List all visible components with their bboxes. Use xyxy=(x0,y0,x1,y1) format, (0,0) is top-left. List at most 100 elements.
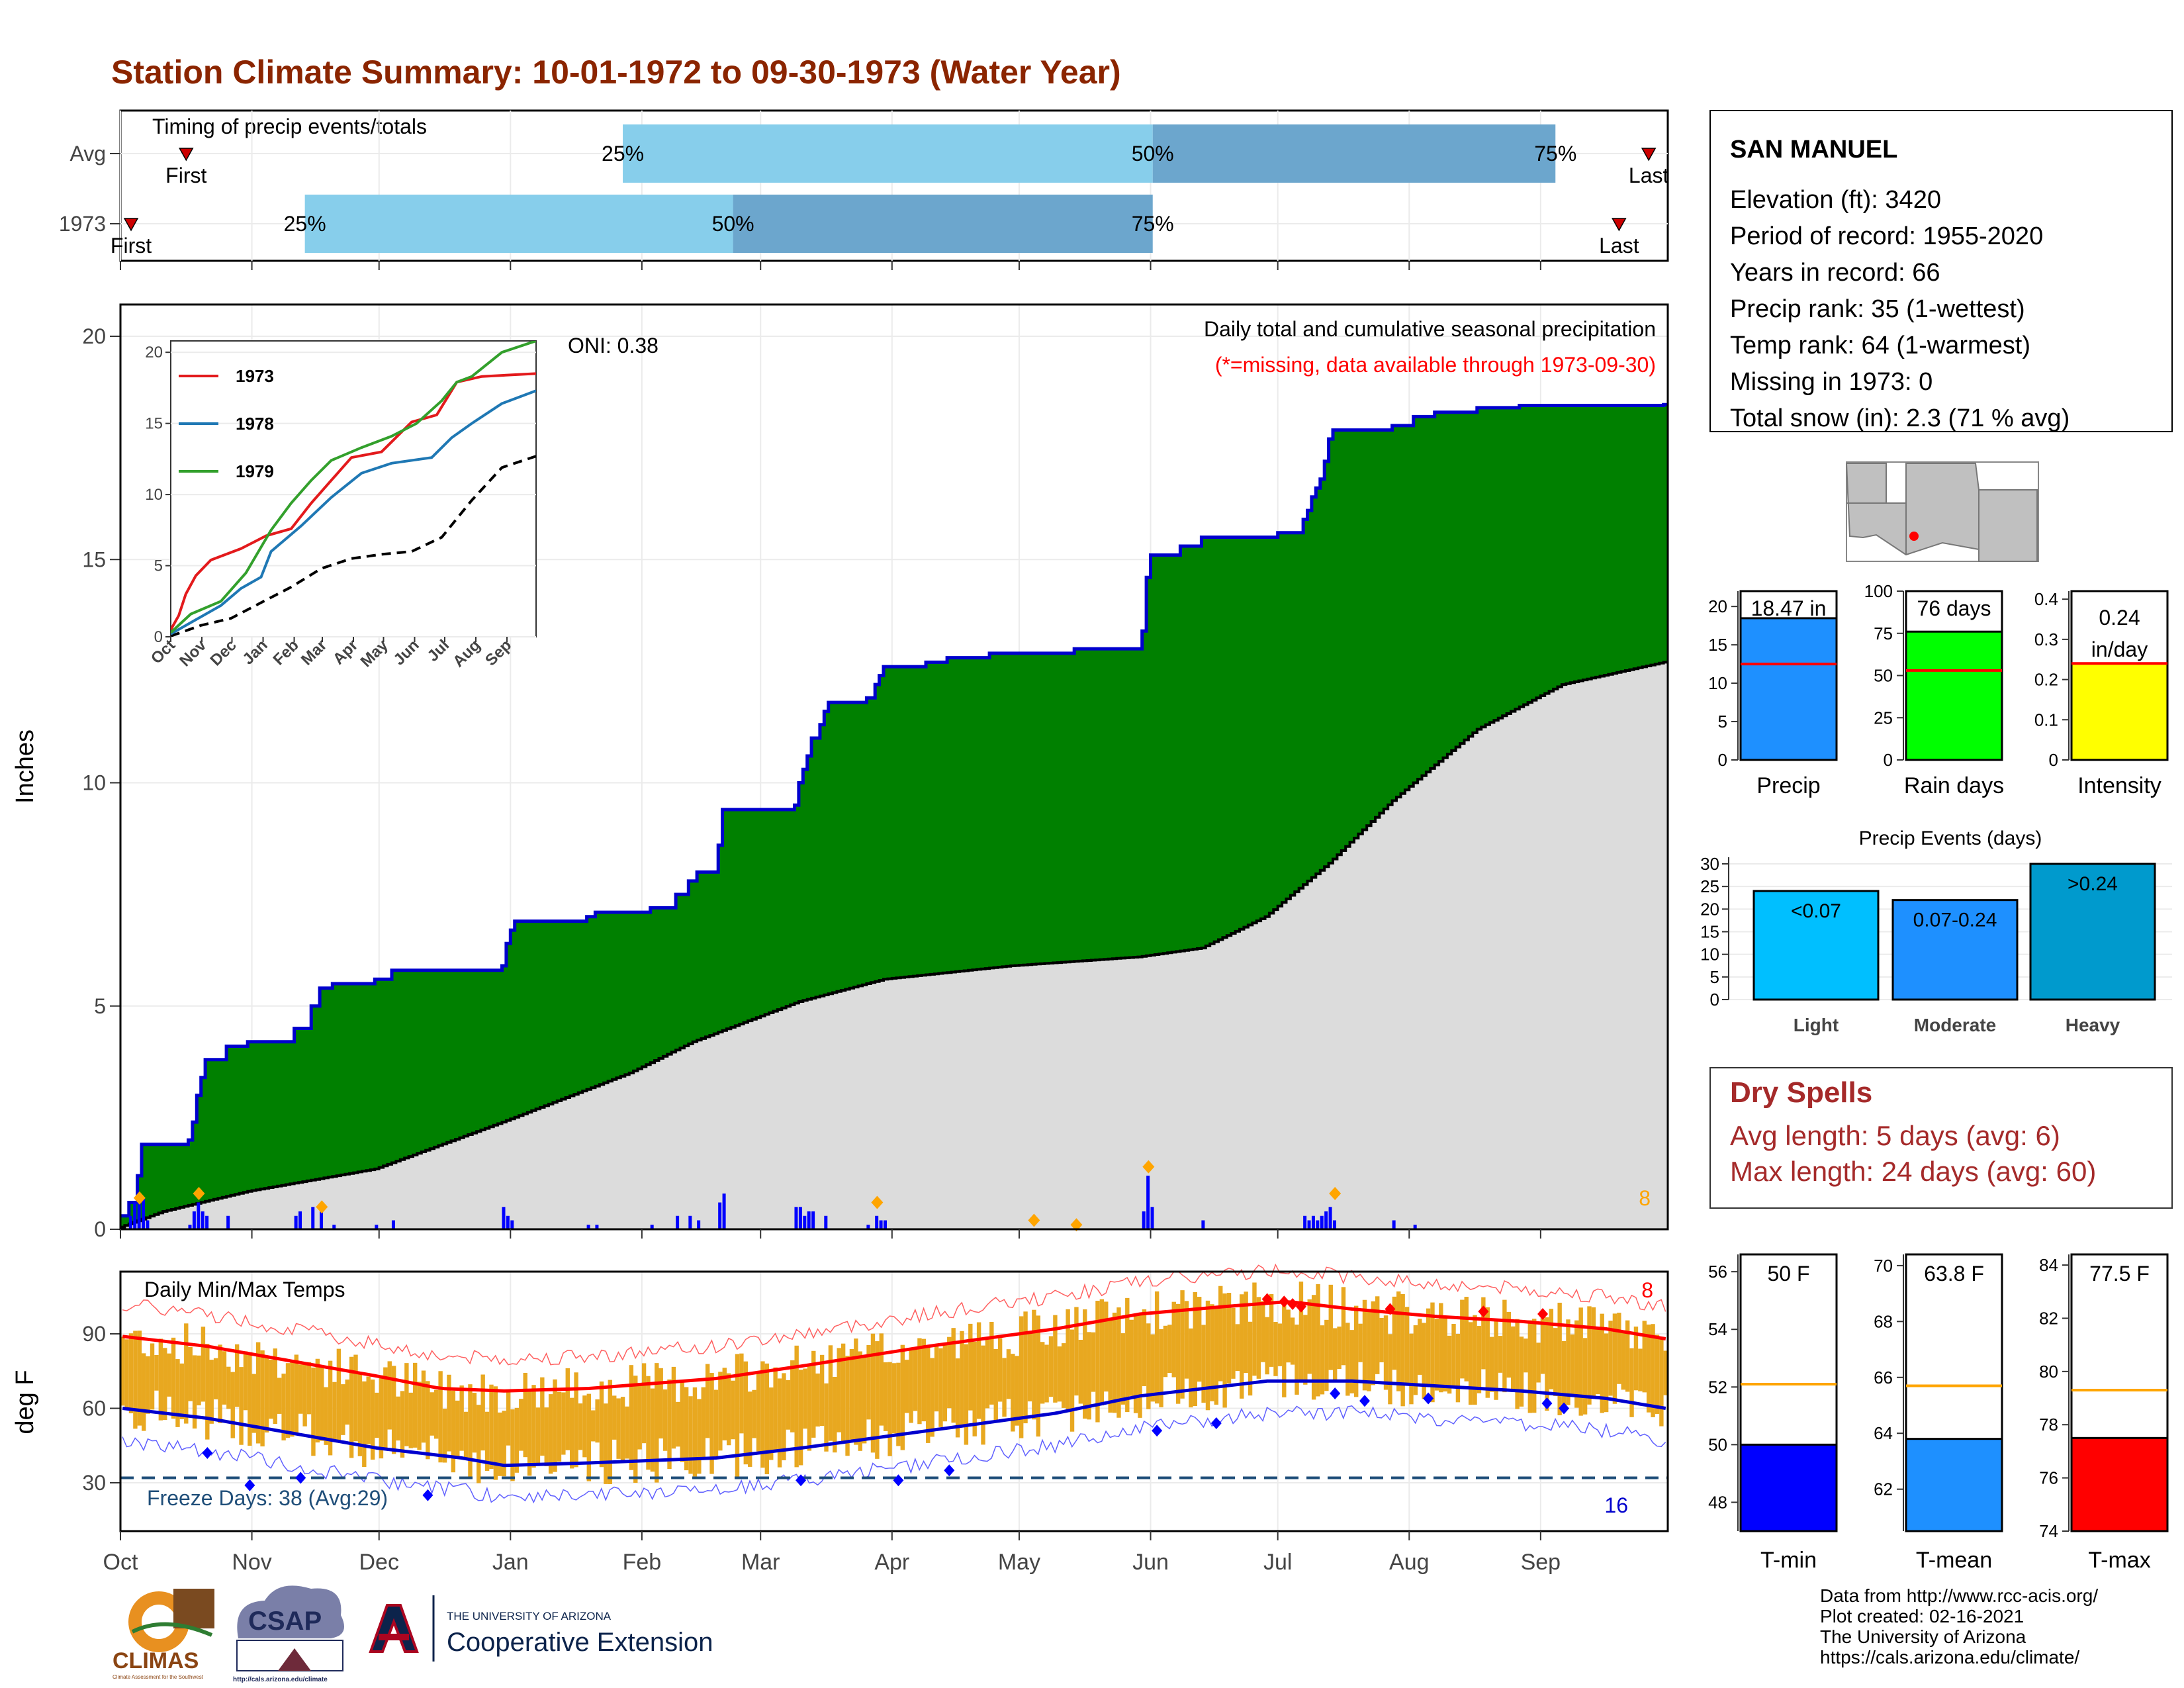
month-tick-label: Aug xyxy=(1389,1550,1430,1575)
daily-temp-range-bar xyxy=(616,1398,621,1459)
daily-temp-range-bar xyxy=(502,1411,506,1477)
daily-precip-bar xyxy=(1332,1220,1336,1229)
timing-event-label: Last xyxy=(1629,164,1669,187)
timing-pct-label: 50% xyxy=(712,212,754,236)
daily-temp-range-bar xyxy=(128,1333,134,1414)
daily-temp-range-bar xyxy=(506,1389,511,1446)
events-y-tick-label: 30 xyxy=(1700,854,1719,874)
daily-temp-range-bar xyxy=(510,1409,515,1481)
daily-temp-range-bar xyxy=(655,1363,659,1483)
temp-bar xyxy=(2070,1436,2169,1532)
csap-logo: CSAP http://cals.arizona.edu/climate xyxy=(233,1585,344,1683)
precip-y-tick-label: 20 xyxy=(82,324,106,348)
daily-temp-range-bar xyxy=(968,1323,973,1411)
avg-tmax-line xyxy=(122,1300,1666,1393)
summary-bar-label: Precip xyxy=(1756,773,1820,798)
precip-y-tick-label: 5 xyxy=(94,994,106,1018)
daily-temp-range-bar xyxy=(1353,1305,1359,1397)
temps-y-tick-label: 60 xyxy=(82,1397,106,1421)
timing-title: Timing of precip events/totals xyxy=(152,115,427,138)
daily-temp-range-bar xyxy=(375,1392,379,1438)
daily-temp-range-bar xyxy=(133,1331,138,1429)
daily-temp-range-bar xyxy=(1655,1335,1660,1414)
daily-temp-range-bar xyxy=(1468,1322,1473,1405)
summary-bar-label: Rain days xyxy=(1904,773,2004,798)
daily-temp-range-bar xyxy=(519,1399,523,1451)
daily-temp-range-bar xyxy=(459,1385,464,1451)
summary-bar xyxy=(1905,630,2003,761)
daily-temp-range-bar xyxy=(1011,1354,1015,1432)
daily-temp-range-bar xyxy=(1451,1324,1456,1386)
daily-temp-range-bar xyxy=(150,1343,155,1410)
daily-temp-range-bar xyxy=(726,1373,731,1446)
daily-temp-range-bar xyxy=(837,1348,841,1432)
daily-temp-range-bar xyxy=(1498,1336,1503,1373)
month-tick-label: Apr xyxy=(874,1550,909,1575)
temps-y-tick-label: 30 xyxy=(82,1471,106,1495)
daily-temp-range-bar xyxy=(167,1353,171,1397)
daily-temp-range-bar xyxy=(1214,1307,1219,1405)
daily-temp-range-bar xyxy=(1545,1317,1549,1411)
daily-precip-bar xyxy=(1142,1211,1146,1229)
timing-event-label: First xyxy=(165,164,206,187)
daily-temp-range-bar xyxy=(1184,1301,1189,1379)
daily-temp-range-bar xyxy=(514,1407,520,1473)
daily-temp-range-bar xyxy=(544,1407,549,1467)
daily-temp-range-bar xyxy=(1515,1319,1520,1409)
record-low-marker xyxy=(893,1474,904,1487)
inset-legend-label: 1978 xyxy=(236,414,274,434)
daily-temp-range-bar xyxy=(426,1381,430,1460)
daily-temp-range-bar xyxy=(1473,1315,1477,1405)
daily-temp-range-bar xyxy=(1265,1317,1269,1375)
daily-precip-bar xyxy=(201,1211,205,1229)
climas-logo: CLIMAS Climate Assessment for the Southw… xyxy=(113,1589,214,1680)
summary-bar-label: Intensity xyxy=(2077,773,2161,798)
csap-url: http://cals.arizona.edu/climate xyxy=(233,1676,328,1683)
daily-temp-range-bar xyxy=(887,1362,892,1456)
record-high-line xyxy=(122,1263,1666,1366)
daily-temp-range-bar xyxy=(362,1381,367,1468)
daily-temp-range-bar xyxy=(930,1358,934,1437)
station-info-line: Temp rank: 64 (1-warmest) xyxy=(1730,332,2030,359)
inset-x-tick-label: Mar xyxy=(298,636,330,669)
daily-temp-range-bar xyxy=(1494,1319,1498,1400)
precip-event-bar xyxy=(1891,899,2019,1001)
daily-temp-range-bar xyxy=(1629,1348,1634,1417)
daily-temp-range-bar xyxy=(1404,1307,1410,1384)
daily-temp-range-bar xyxy=(773,1367,778,1450)
daily-temp-range-bar xyxy=(1311,1295,1316,1400)
daily-temp-range-bar xyxy=(1332,1328,1338,1382)
daily-temp-range-bar xyxy=(659,1368,663,1439)
daily-temp-range-bar xyxy=(760,1361,765,1468)
daily-temp-range-bar xyxy=(391,1366,396,1454)
daily-temp-range-bar xyxy=(1604,1333,1609,1413)
daily-precip-bar xyxy=(807,1211,811,1229)
daily-temp-range-bar xyxy=(548,1394,553,1474)
daily-temp-range-bar xyxy=(684,1387,689,1471)
daily-precip-bar xyxy=(375,1225,379,1229)
record-high-marker xyxy=(1287,1298,1298,1310)
daily-temp-range-bar xyxy=(650,1388,655,1472)
month-tick-label: Mar xyxy=(741,1550,780,1575)
daily-precip-bar xyxy=(1316,1220,1320,1229)
daily-precip-bar xyxy=(205,1215,209,1229)
daily-precip-bar xyxy=(1150,1207,1154,1229)
daily-temp-range-bar xyxy=(421,1370,426,1443)
daily-temp-range-bar xyxy=(1638,1348,1643,1391)
precip-event-marker xyxy=(871,1196,884,1209)
daily-temp-range-bar xyxy=(1400,1293,1405,1407)
daily-temp-range-bar xyxy=(1578,1307,1583,1416)
daily-temp-range-bar xyxy=(845,1356,850,1456)
daily-temp-range-bar xyxy=(1600,1313,1604,1413)
daily-temp-range-bar xyxy=(595,1399,600,1443)
daily-temp-range-bar xyxy=(1154,1291,1160,1404)
daily-precip-bar xyxy=(294,1215,298,1229)
daily-temp-range-bar xyxy=(833,1377,837,1453)
daily-temp-range-bar xyxy=(1582,1338,1588,1415)
timing-bar-25-50 xyxy=(623,124,1153,183)
daily-precip-bar xyxy=(595,1225,599,1229)
inset-x-tick-label: Jul xyxy=(424,636,453,665)
daily-temp-range-bar xyxy=(535,1407,541,1465)
daily-temp-range-bar xyxy=(294,1354,299,1434)
